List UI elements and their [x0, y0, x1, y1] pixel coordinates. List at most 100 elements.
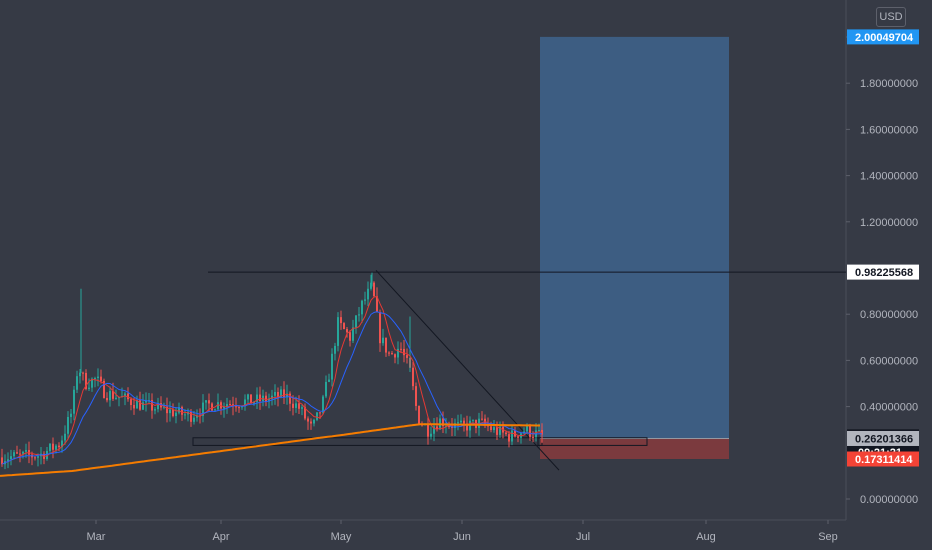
candle	[133, 397, 135, 415]
candle-body	[16, 452, 18, 454]
candle	[400, 342, 402, 353]
candle-body	[208, 400, 210, 404]
candle-body	[517, 436, 519, 438]
candle-body	[34, 457, 36, 459]
candle	[379, 309, 381, 352]
candle	[403, 340, 405, 363]
candle	[430, 426, 432, 440]
candle	[61, 435, 63, 453]
candle-body	[67, 416, 69, 434]
candle-body	[64, 433, 66, 441]
candle-body	[70, 413, 72, 417]
candle	[109, 386, 111, 407]
candle	[337, 312, 339, 352]
candle	[10, 449, 12, 466]
candle	[385, 337, 387, 357]
candle-body	[376, 296, 378, 313]
price-tag-label: 0.26201366	[855, 433, 913, 445]
x-axis: Mar Apr May Jun Jul Aug Sep	[87, 520, 838, 543]
candle-body	[151, 400, 153, 411]
currency-label[interactable]: USD	[876, 7, 906, 27]
ma-slow-line	[0, 423, 540, 477]
candle-body	[271, 395, 273, 399]
position-zones[interactable]	[540, 36, 729, 460]
candle	[274, 384, 276, 405]
candle	[352, 319, 354, 343]
candle	[16, 445, 18, 455]
candle-body	[247, 394, 249, 400]
candle-body	[355, 315, 357, 328]
candle-body	[370, 282, 372, 289]
candle	[217, 393, 219, 412]
candle-body	[19, 453, 21, 455]
candle-body	[454, 423, 456, 429]
candle-body	[448, 426, 450, 428]
candle	[481, 411, 483, 421]
candle-body	[217, 402, 219, 410]
drawings[interactable]	[192, 269, 846, 471]
candle-body	[385, 337, 387, 353]
candle	[43, 451, 45, 465]
candle-body	[415, 386, 417, 406]
x-tick-label: Aug	[696, 531, 716, 543]
candle-body	[463, 420, 465, 424]
candle-body	[259, 394, 261, 402]
candle-body	[403, 348, 405, 356]
candle-body	[91, 378, 93, 388]
candle-body	[94, 378, 96, 380]
candle-body	[136, 400, 138, 409]
candle	[457, 414, 459, 431]
candle-body	[406, 355, 408, 358]
candle	[532, 431, 534, 443]
candle-body	[184, 414, 186, 416]
price-tag-bg	[847, 264, 919, 280]
candle	[85, 369, 87, 391]
candle-body	[496, 427, 498, 435]
candle-body	[430, 433, 432, 437]
candle-body	[529, 425, 531, 437]
candle-body	[178, 407, 180, 413]
candle-body	[343, 323, 345, 330]
candle-body	[436, 426, 438, 430]
candle-body	[154, 409, 156, 411]
candle-body	[499, 426, 501, 435]
candle	[64, 425, 66, 445]
price-tag-label: 2.00049704	[855, 32, 914, 44]
candle	[313, 418, 315, 427]
candle	[250, 394, 252, 404]
candle	[361, 299, 363, 323]
candle-body	[532, 436, 534, 438]
candle	[169, 401, 171, 422]
support-box	[192, 437, 543, 446]
candle-body	[301, 407, 303, 409]
y-tick-label: 1.60000000	[860, 124, 918, 136]
candle	[88, 378, 90, 391]
candle	[229, 400, 231, 406]
candle-body	[352, 327, 354, 341]
candle	[388, 351, 390, 357]
candle-body	[427, 424, 429, 437]
candle	[358, 307, 360, 322]
price-tag-bg	[847, 29, 919, 45]
candle-body	[193, 417, 195, 422]
candle-body	[130, 399, 132, 406]
y-axis[interactable]: 2.000000001.800000001.600000001.40000000…	[846, 32, 918, 506]
candle-body	[538, 430, 540, 432]
candle-body	[229, 404, 231, 406]
candle-body	[460, 420, 462, 423]
candle-body	[58, 445, 60, 448]
candle-body	[109, 390, 111, 401]
candle	[94, 376, 96, 388]
candle-body	[226, 404, 228, 407]
candle-body	[412, 367, 414, 387]
candle-body	[163, 406, 165, 408]
candle-body	[100, 376, 102, 381]
candle	[154, 406, 156, 415]
candle-body	[22, 451, 24, 454]
candle	[49, 443, 51, 455]
candle	[211, 402, 213, 412]
candle	[73, 386, 75, 421]
candle	[346, 326, 348, 338]
candle-body	[1, 457, 3, 465]
